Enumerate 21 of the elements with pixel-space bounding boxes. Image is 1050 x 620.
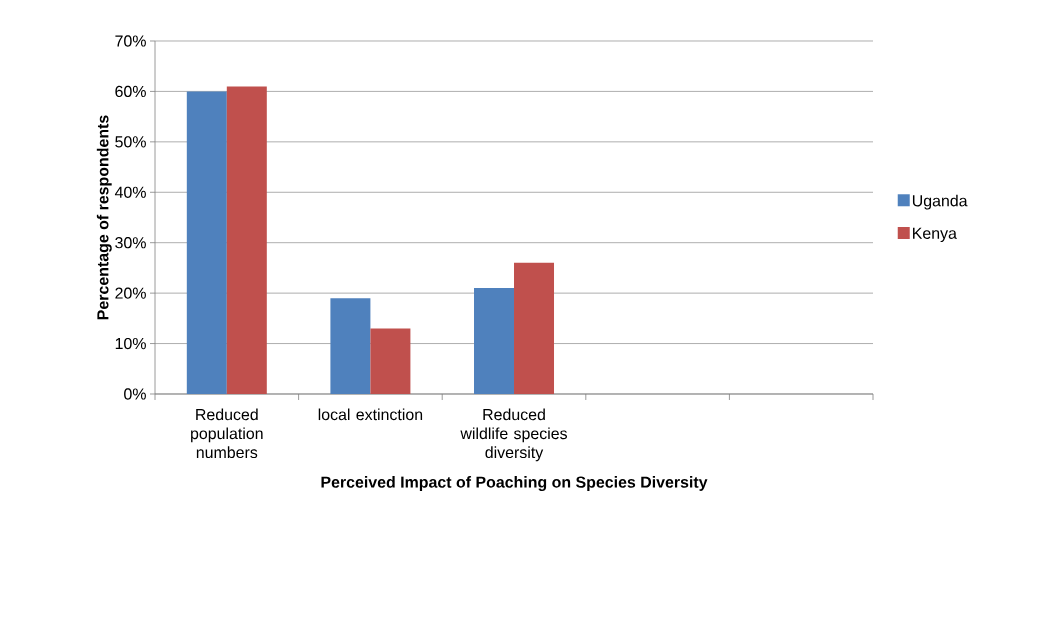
y-tick-label: 30%	[115, 237, 146, 249]
y-tick-label: 40%	[114, 186, 146, 198]
legend-label: Kenya	[913, 227, 957, 243]
y-tick-label: 60%	[115, 85, 146, 98]
legend-label: Uganda	[912, 194, 968, 210]
y-axis-title: Percentage of respondents	[96, 115, 112, 320]
y-tick-label: 10%	[115, 337, 146, 350]
y-tick-label: 0%	[124, 388, 146, 400]
x-tick-label: Reduced population numbers	[191, 408, 263, 459]
bar	[226, 86, 267, 394]
bar	[370, 328, 411, 394]
bar	[514, 262, 555, 394]
y-tick-label: 50%	[115, 136, 146, 148]
x-tick-label: Reduced wildlife species diversity	[460, 408, 567, 462]
y-tick-label: 70%	[115, 35, 146, 47]
x-axis-title: Perceived Impact of Poaching on Species Diversity	[321, 476, 708, 491]
y-tick-label: 20%	[115, 287, 146, 299]
x-tick-label: local extinction	[318, 408, 423, 421]
bar	[474, 288, 515, 394]
bar	[330, 298, 371, 394]
bar	[186, 91, 227, 394]
